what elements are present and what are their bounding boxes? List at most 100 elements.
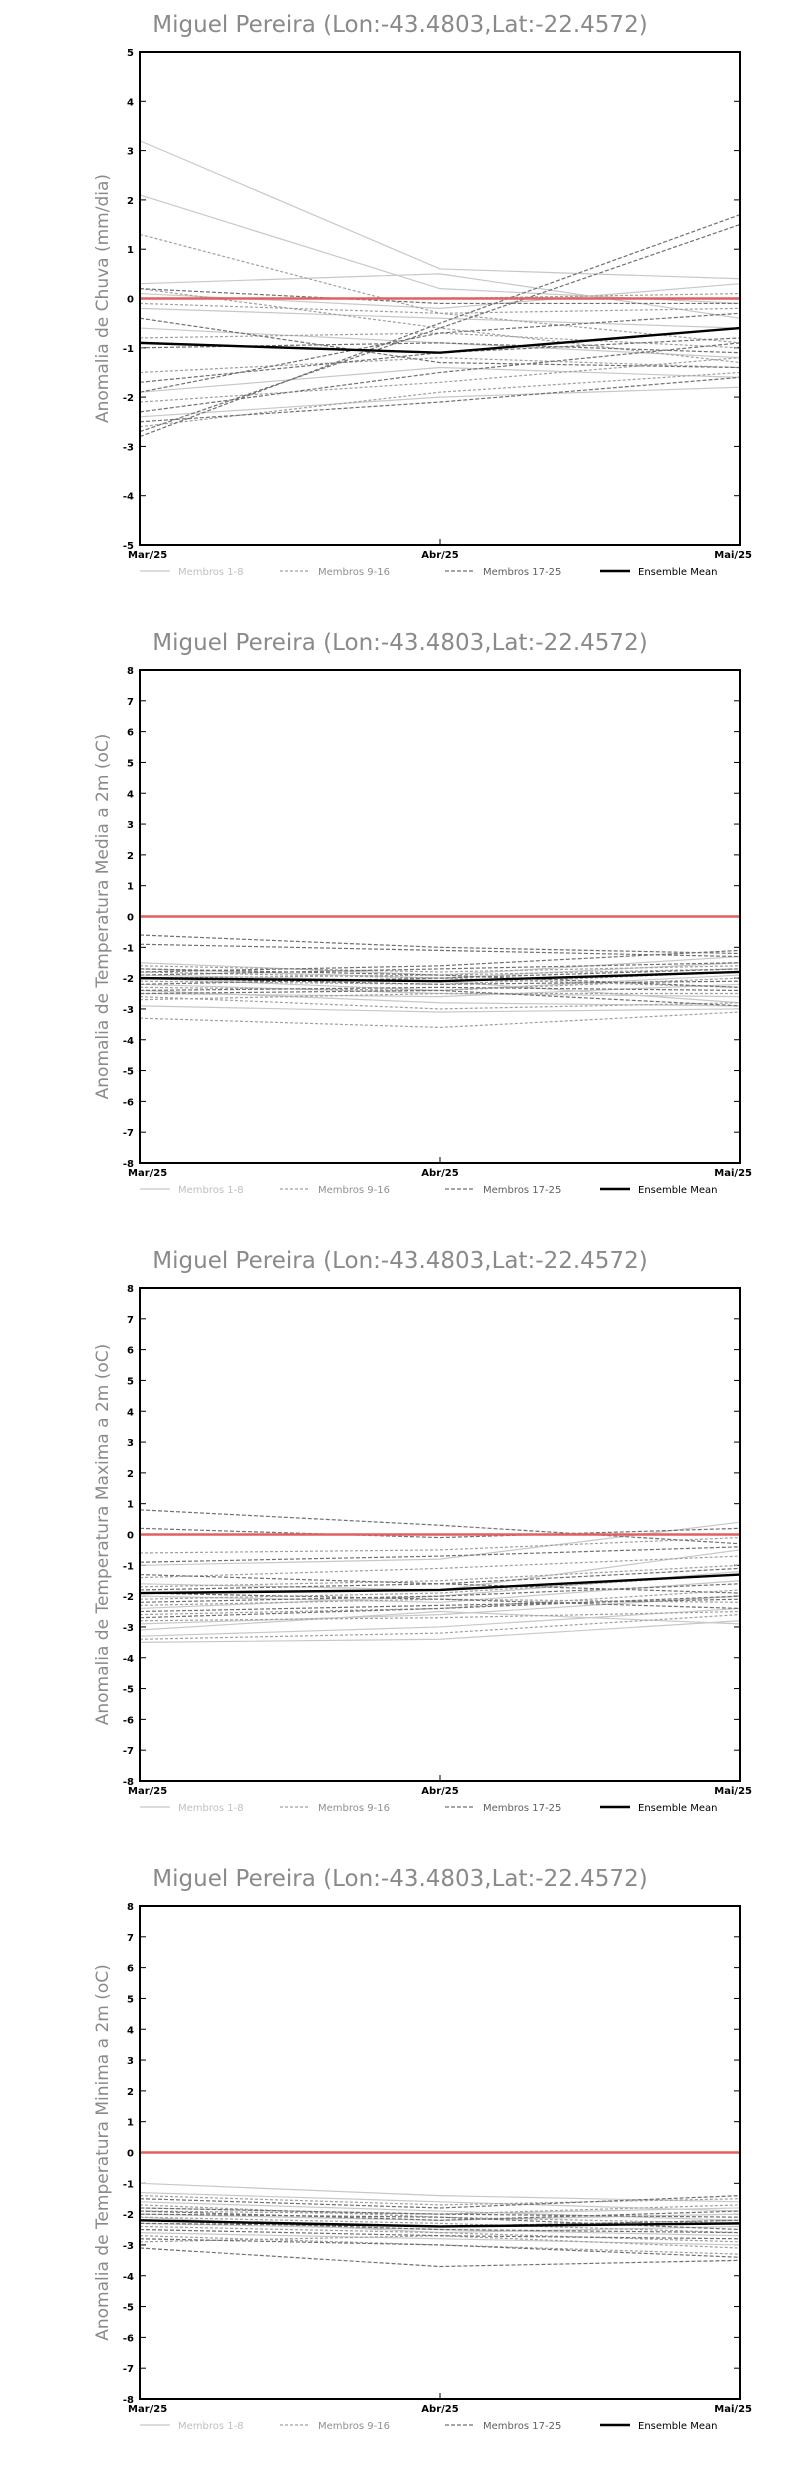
member-line [139,2201,741,2221]
member-line [139,989,741,1007]
member-line [139,1509,741,1545]
y-tick-label: -1 [123,2179,134,2190]
y-tick-label: 1 [127,882,134,893]
y-tick-label: 6 [127,1964,134,1975]
y-tick-label: 0 [127,2149,134,2160]
member-line [139,2232,741,2246]
y-tick-label: -5 [123,541,134,552]
chart-panel: Miguel Pereira (Lon:-43.4803,Lat:-22.457… [0,1854,800,2472]
member-line [139,223,741,433]
y-tick-label: 1 [127,2118,134,2129]
member-line [139,1598,741,1613]
chart-panel: Miguel Pereira (Lon:-43.4803,Lat:-22.457… [0,0,800,618]
legend-label: Membros 1-8 [178,2421,244,2432]
y-tick-label: -3 [123,1623,134,1634]
y-tick-label: -1 [123,1561,134,1572]
member-line [139,977,741,985]
member-line [139,1607,741,1637]
member-line [139,288,741,364]
y-tick-label: -6 [123,2333,134,2344]
y-tick-label: -1 [123,943,134,954]
chart-panel: Miguel Pereira (Lon:-43.4803,Lat:-22.457… [0,618,800,1236]
y-tick-label: -3 [123,2241,134,2252]
member-line [139,2195,741,2206]
ensemble-mean-line [139,1573,741,1595]
plot-frame [139,1905,741,2400]
member-line [139,1614,741,1640]
y-tick-label: -4 [123,2272,134,2283]
y-tick-label: 1 [127,1500,134,1511]
x-tick-label: Mai/25 [714,550,752,561]
member-line [139,934,741,955]
legend-label: Membros 9-16 [318,567,390,578]
y-tick-label: 4 [127,1407,134,1418]
member-line [139,302,741,314]
member-line [139,1610,741,1631]
chart-title: Miguel Pereira (Lon:-43.4803,Lat:-22.457… [152,630,647,656]
member-line [139,1573,741,1594]
legend-label: Membros 9-16 [318,1185,390,1196]
member-line [139,1595,741,1619]
y-tick-label: -6 [123,1097,134,1108]
member-line [139,2216,741,2234]
x-tick-label: Abr/25 [421,1168,458,1179]
chart-title: Miguel Pereira (Lon:-43.4803,Lat:-22.457… [152,1866,647,1892]
y-tick-label: 6 [127,1346,134,1357]
y-tick-label: 3 [127,2056,134,2067]
chart-panel: Miguel Pereira (Lon:-43.4803,Lat:-22.457… [0,1236,800,1854]
y-tick-label: 8 [127,1284,134,1295]
y-axis-label: Anomalia de Temperatura Minima a 2m (oC) [93,1964,113,2341]
legend-label: Membros 9-16 [318,2421,390,2432]
y-tick-label: -7 [123,1746,134,1757]
y-tick-label: 5 [127,1376,134,1387]
y-tick-label: -2 [123,2210,134,2221]
member-line [139,2225,741,2243]
legend-label: Ensemble Mean [638,567,717,578]
member-line [139,357,741,374]
y-tick-label: 4 [127,97,134,108]
legend-label: Membros 9-16 [318,1803,390,1814]
plot-frame [139,1287,741,1782]
member-line [139,337,741,383]
y-tick-label: -6 [123,1715,134,1726]
x-tick-label: Mai/25 [714,1786,752,1797]
y-tick-label: 0 [127,913,134,924]
chart-svg: Miguel Pereira (Lon:-43.4803,Lat:-22.457… [93,1866,752,2432]
member-line [139,1592,741,1610]
member-line [139,986,741,992]
member-line [139,1610,741,1622]
legend-label: Membros 17-25 [483,1803,561,1814]
ensemble-mean-line [139,326,741,354]
y-tick-label: 4 [127,2025,134,2036]
legend-label: Ensemble Mean [638,2421,717,2432]
member-line [139,366,741,393]
member-line [139,1564,741,1588]
y-tick-label: -4 [123,1036,134,1047]
y-tick-label: -4 [123,492,134,503]
member-line [139,376,741,423]
member-line [139,2207,741,2218]
y-tick-label: 1 [127,245,134,256]
member-line [139,342,741,413]
member-line [139,1527,741,1539]
member-line [139,140,741,280]
y-tick-label: -5 [123,2303,134,2314]
plot-frame [139,669,741,1164]
legend-label: Membros 17-25 [483,567,561,578]
ensemble-mean-line [139,2219,741,2228]
y-tick-label: -3 [123,1005,134,1016]
member-line [139,968,741,988]
y-tick-label: -8 [123,1777,134,1788]
y-tick-label: 5 [127,48,134,59]
y-tick-label: 7 [127,1315,134,1326]
member-line [139,342,741,354]
y-tick-label: 2 [127,851,134,862]
ensemble-mean-line [139,970,741,983]
y-tick-label: 3 [127,820,134,831]
chart-svg: Miguel Pereira (Lon:-43.4803,Lat:-22.457… [93,1248,752,1814]
x-tick-label: Mar/25 [128,550,167,561]
legend-label: Ensemble Mean [638,1185,717,1196]
member-line [139,2247,741,2268]
y-tick-label: -5 [123,1685,134,1696]
